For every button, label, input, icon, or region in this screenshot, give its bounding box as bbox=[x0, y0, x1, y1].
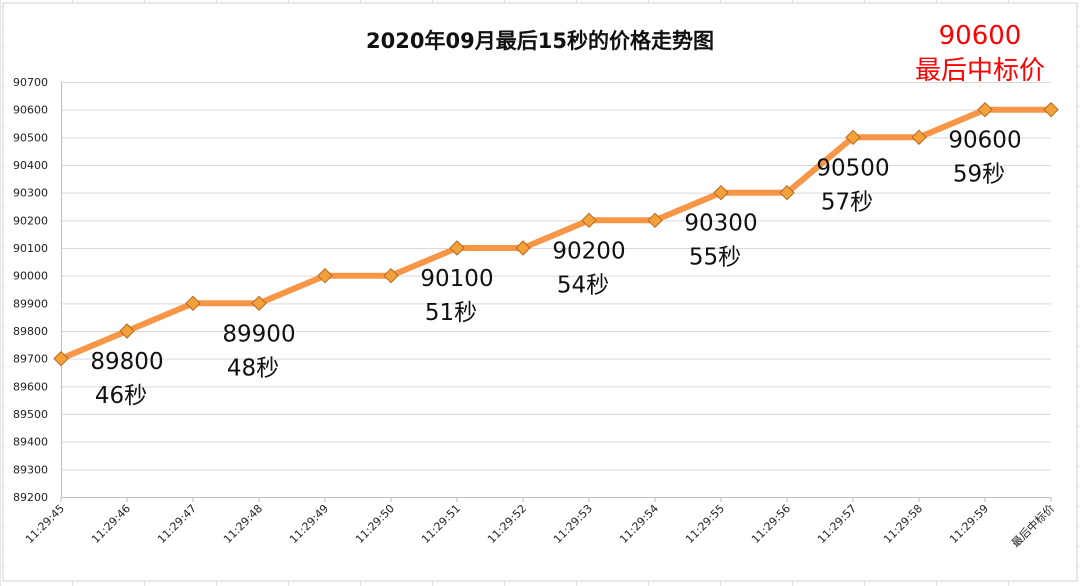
series-line[interactable] bbox=[58, 106, 1054, 362]
data-label-value: 90100 bbox=[420, 266, 493, 292]
y-tick-label: 89900 bbox=[13, 297, 48, 310]
data-point-marker[interactable] bbox=[1043, 101, 1059, 118]
data-point-marker[interactable] bbox=[911, 129, 927, 146]
data-point-marker[interactable] bbox=[53, 350, 69, 367]
data-label-value: 90300 bbox=[684, 211, 757, 237]
price-series[interactable] bbox=[58, 106, 1054, 362]
data-point-marker[interactable] bbox=[383, 267, 399, 284]
y-tick-label: 90000 bbox=[13, 270, 48, 283]
y-tick-label: 90300 bbox=[13, 187, 48, 200]
data-point-marker[interactable] bbox=[581, 212, 597, 229]
data-label-time: 48秒 bbox=[227, 355, 279, 381]
final-price-caption: 最后中标价 bbox=[915, 56, 1045, 86]
data-point-marker[interactable] bbox=[449, 240, 465, 256]
y-tick-label: 89700 bbox=[13, 353, 48, 366]
y-tick-label: 89400 bbox=[13, 436, 48, 449]
y-tick-label: 89200 bbox=[13, 491, 48, 504]
y-tick-label: 90400 bbox=[13, 159, 48, 172]
y-tick-label: 89600 bbox=[13, 380, 48, 393]
data-label-time: 54秒 bbox=[557, 272, 609, 298]
data-label-time: 51秒 bbox=[425, 300, 477, 326]
data-point-marker[interactable] bbox=[779, 184, 795, 201]
final-price-value: 90600 bbox=[939, 21, 1022, 51]
data-label-value: 90600 bbox=[948, 128, 1021, 154]
data-labels: 89800 46秒 89900 48秒 90100 51秒 90200 54秒 90300 55秒… bbox=[90, 128, 1021, 409]
price-markers bbox=[53, 101, 1059, 367]
data-point-marker[interactable] bbox=[515, 240, 531, 256]
data-label-time: 59秒 bbox=[953, 162, 1005, 188]
y-tick-label: 89300 bbox=[13, 463, 48, 476]
data-label-value: 89900 bbox=[222, 321, 295, 347]
data-point-marker[interactable] bbox=[317, 267, 333, 284]
data-point-marker[interactable] bbox=[185, 295, 201, 312]
y-tick-label: 90500 bbox=[13, 131, 48, 144]
y-tick-label: 90200 bbox=[13, 214, 48, 227]
data-point-marker[interactable] bbox=[713, 184, 729, 201]
y-tick-label: 90700 bbox=[13, 76, 48, 89]
data-label-value: 89800 bbox=[90, 349, 163, 375]
y-tick-label: 90100 bbox=[13, 242, 48, 255]
data-point-marker[interactable] bbox=[977, 101, 993, 118]
y-tick-label: 89500 bbox=[13, 408, 48, 421]
data-point-marker[interactable] bbox=[845, 129, 861, 146]
chart-axes bbox=[60, 82, 1052, 502]
chart-title: 2020年09月最后15秒的价格走势图 bbox=[366, 29, 714, 53]
data-point-marker[interactable] bbox=[119, 323, 135, 339]
data-point-marker[interactable] bbox=[647, 212, 663, 229]
y-tick-label: 89800 bbox=[13, 325, 48, 338]
y-axis-tick-labels: 89200 89300 89400 89500 89600 89700 89800 89900… bbox=[13, 76, 48, 504]
final-price-annotation: 90600 最后中标价 bbox=[915, 21, 1045, 86]
data-label-value: 90500 bbox=[816, 155, 889, 181]
data-point-marker[interactable] bbox=[251, 295, 267, 312]
y-tick-label: 90600 bbox=[13, 104, 48, 117]
data-label-time: 46秒 bbox=[95, 383, 147, 409]
data-label-value: 90200 bbox=[552, 238, 625, 264]
data-label-time: 55秒 bbox=[689, 245, 741, 271]
data-label-time: 57秒 bbox=[821, 189, 873, 215]
